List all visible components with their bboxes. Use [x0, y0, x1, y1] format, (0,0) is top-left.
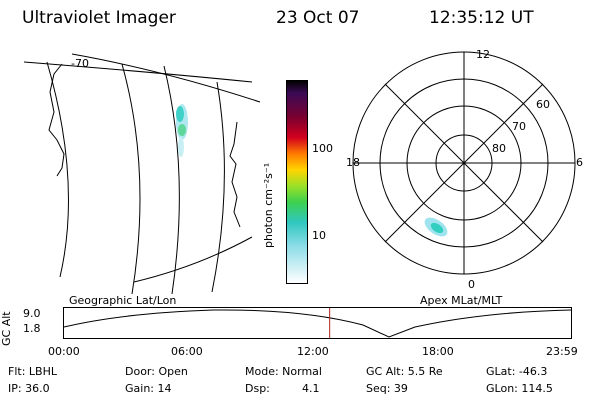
orbit-x-tick-0000: 00:00	[48, 345, 80, 358]
polar-mlt-plot	[352, 51, 576, 275]
geographic-map	[23, 53, 261, 294]
instrument-title: Ultraviolet Imager	[22, 8, 176, 28]
orbit-y-axis-label: GC Alt	[0, 311, 13, 346]
colorbar-tick-10: 10	[312, 229, 326, 242]
orbit-y-tick-high: 9.0	[23, 307, 41, 320]
mlt-label-0: 0	[468, 278, 475, 291]
lat-label-80: 80	[492, 142, 506, 155]
meridian-label: -70	[71, 57, 89, 70]
mlt-label-6: 6	[576, 156, 583, 169]
status-glon: GLon: 114.5	[486, 382, 553, 395]
lat-label-70: 70	[512, 120, 526, 133]
mlt-label-12: 12	[476, 48, 490, 61]
intensity-colorbar	[286, 80, 308, 284]
status-mode: Mode: Normal	[245, 365, 322, 378]
colorbar-tick-100: 100	[312, 142, 333, 155]
orbit-x-tick-1200: 12:00	[297, 345, 329, 358]
orbit-x-tick-2359: 23:59	[546, 345, 578, 358]
status-filter: Flt: LBHL	[8, 365, 57, 378]
geographic-panel-label: Geographic Lat/Lon	[69, 294, 177, 307]
status-gain: Gain: 14	[125, 382, 172, 395]
status-seq: Seq: 39	[366, 382, 408, 395]
status-dsp-value: 4.1	[302, 382, 320, 395]
apex-panel-label: Apex MLat/MLT	[420, 294, 503, 307]
orbit-y-tick-low: 1.8	[23, 322, 41, 335]
status-glat: GLat: -46.3	[486, 365, 548, 378]
orbit-x-tick-0600: 06:00	[171, 345, 203, 358]
date-label: 23 Oct 07	[276, 8, 360, 28]
status-door: Door: Open	[125, 365, 188, 378]
mlt-label-18: 18	[346, 156, 360, 169]
status-ip: IP: 36.0	[8, 382, 50, 395]
orbit-altitude-plot	[63, 307, 572, 339]
time-label: 12:35:12 UT	[429, 8, 534, 28]
lat-label-60: 60	[536, 98, 550, 111]
status-dsp-label: Dsp:	[245, 382, 270, 395]
status-gc-alt: GC Alt: 5.5 Re	[366, 365, 443, 378]
orbit-x-tick-1800: 18:00	[422, 345, 454, 358]
colorbar-unit-label: photon cm⁻²s⁻¹	[262, 162, 275, 248]
